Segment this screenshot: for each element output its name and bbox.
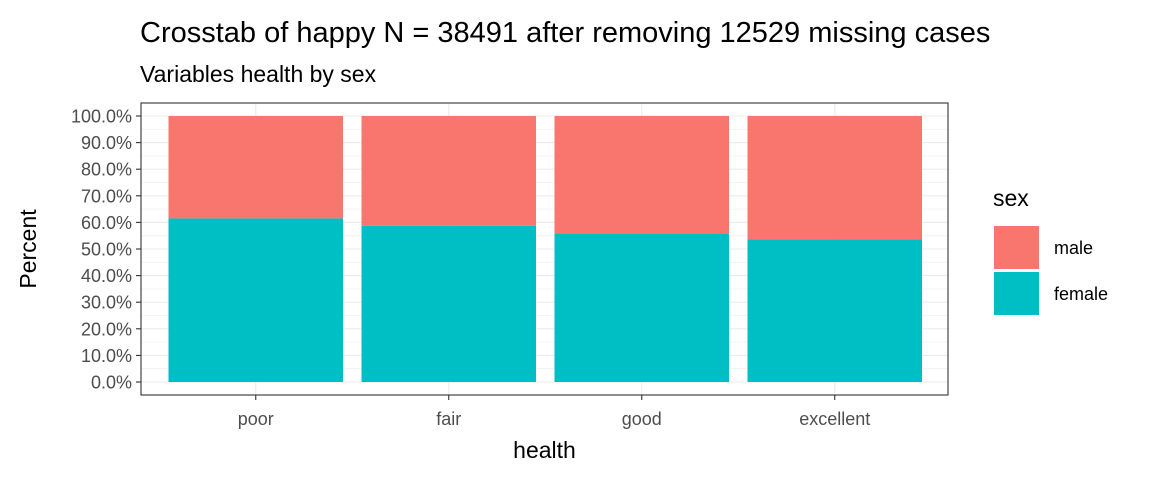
bar-male-good (554, 116, 729, 234)
y-tick-label: 70.0% (81, 186, 132, 206)
bars (168, 116, 922, 382)
y-axis: 0.0% 10.0% 20.0% 30.0% 40.0% 50.0% 60.0% 70.0% 8… (71, 107, 141, 393)
bar-male-fair (361, 116, 536, 226)
legend-key-female (994, 272, 1039, 315)
x-tick-label: poor (238, 409, 274, 429)
x-tick-label: fair (436, 409, 461, 429)
y-tick-label: 20.0% (81, 319, 132, 339)
x-tick-label: excellent (799, 409, 870, 429)
legend: sex male female (993, 185, 1108, 315)
x-tick-label: good (622, 409, 662, 429)
y-tick-label: 90.0% (81, 133, 132, 153)
x-axis: poor fair good excellent (238, 395, 870, 429)
y-tick-label: 60.0% (81, 213, 132, 233)
bar-male-poor (168, 116, 343, 219)
y-tick-label: 10.0% (81, 346, 132, 366)
y-tick-label: 40.0% (81, 266, 132, 286)
plot-area (140, 102, 949, 396)
chart-title: Crosstab of happy N = 38491 after removi… (140, 17, 990, 49)
legend-title: sex (993, 185, 1029, 211)
bar-female-good (554, 233, 729, 382)
bar-female-excellent (747, 239, 922, 382)
y-tick-label: 30.0% (81, 293, 132, 313)
y-tick-label: 50.0% (81, 240, 132, 260)
bar-female-fair (361, 225, 536, 382)
bar-male-excellent (747, 116, 922, 240)
chart-subtitle: Variables health by sex (140, 61, 377, 87)
y-tick-label: 0.0% (91, 373, 132, 393)
legend-label-female: female (1054, 284, 1108, 304)
legend-key-male (994, 226, 1039, 269)
y-tick-label: 100.0% (71, 107, 132, 127)
y-axis-title: Percent (15, 209, 41, 289)
y-tick-label: 80.0% (81, 160, 132, 180)
bar-female-poor (168, 218, 343, 382)
x-axis-title: health (513, 437, 576, 463)
legend-label-male: male (1054, 238, 1093, 258)
